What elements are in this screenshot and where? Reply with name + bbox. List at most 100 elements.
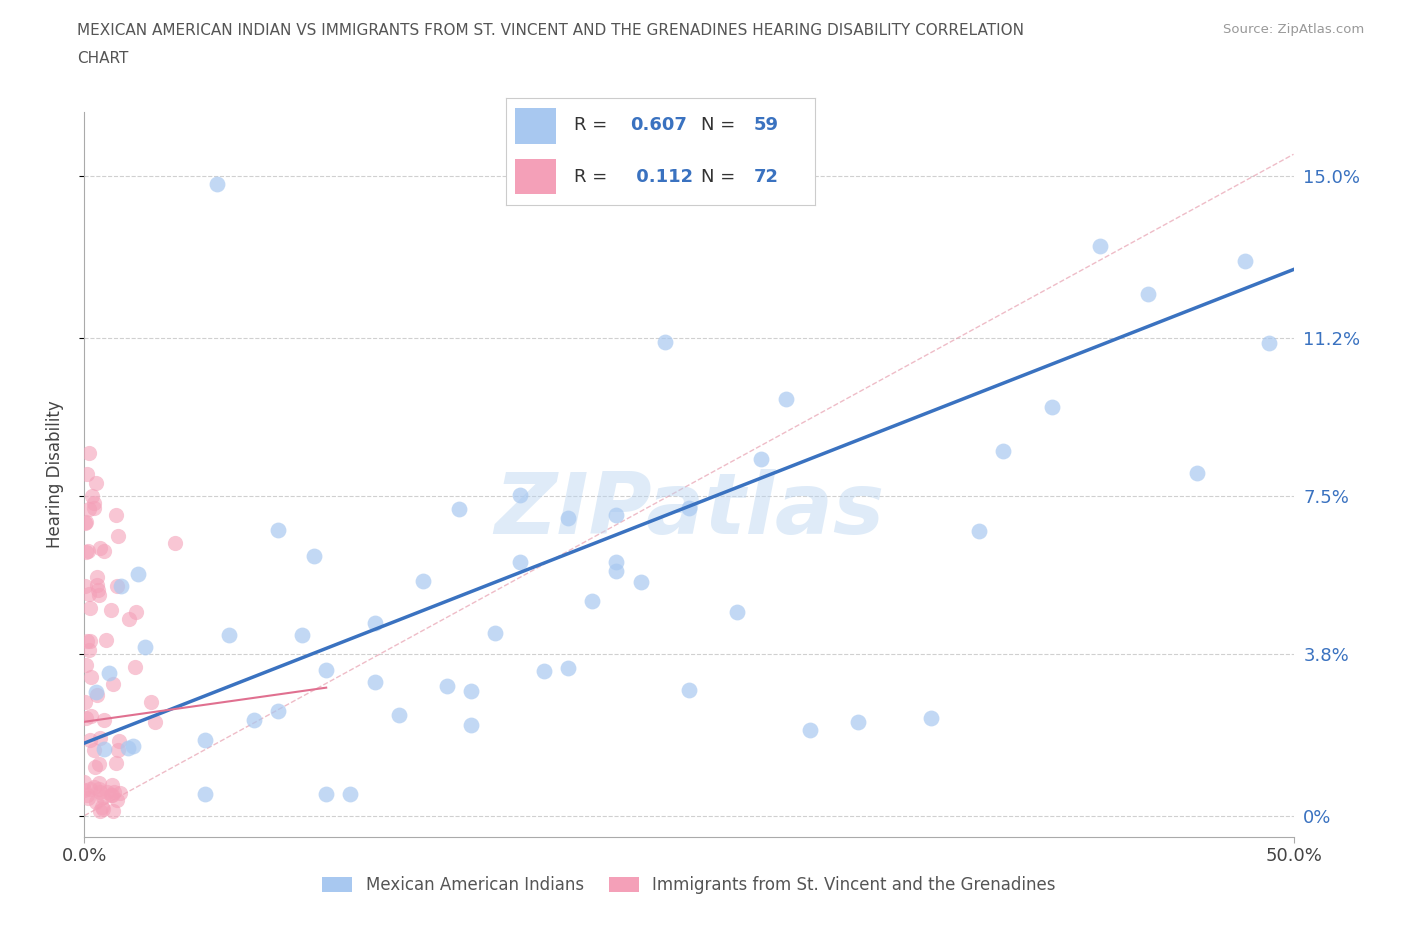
Point [75, 711, 97, 725]
Text: 0.607: 0.607 [630, 116, 686, 135]
Point [315, 787, 337, 802]
Point [194, 733, 217, 748]
Point [143, 714, 166, 729]
Point [605, 564, 627, 578]
Point [86, 578, 108, 592]
Point [725, 604, 748, 619]
Text: 0.112: 0.112 [630, 167, 693, 186]
Point [86, 687, 108, 702]
Point [86, 684, 108, 699]
Point [110, 786, 132, 801]
Point [86, 570, 108, 585]
Point [101, 804, 124, 818]
Point [194, 787, 217, 802]
Point [73, 775, 96, 790]
Point [75, 514, 97, 529]
Text: R =: R = [574, 167, 607, 186]
Text: R =: R = [574, 116, 607, 135]
Point [86, 794, 108, 809]
Point [291, 628, 314, 643]
Point [799, 723, 821, 737]
Point [449, 501, 471, 516]
Point [110, 578, 132, 593]
Point [87, 775, 110, 790]
Point [79, 634, 101, 649]
Text: N =: N = [702, 167, 735, 186]
Point [80, 708, 103, 723]
Text: MEXICAN AMERICAN INDIAN VS IMMIGRANTS FROM ST. VINCENT AND THE GRENADINES HEARIN: MEXICAN AMERICAN INDIAN VS IMMIGRANTS FR… [77, 23, 1025, 38]
Point [557, 511, 579, 525]
Point [846, 714, 869, 729]
Legend: Mexican American Indians, Immigrants from St. Vincent and the Grenadines: Mexican American Indians, Immigrants fro… [322, 876, 1056, 894]
Point [1185, 465, 1208, 480]
Point [117, 612, 139, 627]
Point [108, 734, 131, 749]
Point [678, 500, 700, 515]
Point [993, 444, 1015, 458]
Point [90, 800, 112, 815]
Point [630, 575, 652, 590]
Point [103, 785, 125, 800]
Point [315, 662, 337, 677]
Point [87, 757, 110, 772]
Point [76, 633, 98, 648]
Text: ZIPatlas: ZIPatlas [494, 469, 884, 552]
Point [967, 524, 990, 538]
Text: Source: ZipAtlas.com: Source: ZipAtlas.com [1223, 23, 1364, 36]
Point [94, 632, 117, 647]
Point [267, 523, 290, 538]
Point [83, 742, 105, 757]
Point [75, 695, 97, 710]
Point [83, 501, 105, 516]
Point [93, 741, 115, 756]
Point [460, 718, 482, 733]
Point [412, 574, 434, 589]
Point [605, 508, 627, 523]
Point [75, 658, 97, 672]
Point [77, 543, 100, 558]
Point [460, 684, 482, 698]
Point [267, 704, 290, 719]
Point [678, 683, 700, 698]
Point [93, 802, 115, 817]
Point [388, 708, 411, 723]
Point [134, 640, 156, 655]
Point [89, 782, 111, 797]
Point [484, 626, 506, 641]
Point [218, 628, 240, 643]
Point [533, 664, 555, 679]
Point [242, 713, 264, 728]
Point [91, 790, 114, 804]
Bar [516, 109, 555, 143]
Point [581, 593, 603, 608]
Point [89, 540, 111, 555]
Point [107, 528, 129, 543]
Point [163, 536, 186, 551]
Point [605, 554, 627, 569]
Point [127, 566, 149, 581]
Point [920, 711, 942, 725]
Point [83, 496, 105, 511]
Point [100, 788, 122, 803]
Point [83, 779, 105, 794]
Point [557, 661, 579, 676]
Point [93, 712, 115, 727]
Point [1040, 400, 1063, 415]
Point [76, 787, 98, 802]
Point [105, 508, 128, 523]
Point [96, 784, 118, 799]
Text: 59: 59 [754, 116, 779, 135]
Point [93, 544, 115, 559]
Point [79, 601, 101, 616]
Point [104, 756, 127, 771]
Point [436, 679, 458, 694]
Point [89, 730, 111, 745]
Point [79, 733, 101, 748]
Point [1234, 254, 1257, 269]
Point [1088, 239, 1111, 254]
Point [86, 475, 108, 490]
Point [339, 787, 361, 802]
Point [89, 804, 111, 818]
Point [100, 788, 122, 803]
Point [83, 759, 105, 774]
